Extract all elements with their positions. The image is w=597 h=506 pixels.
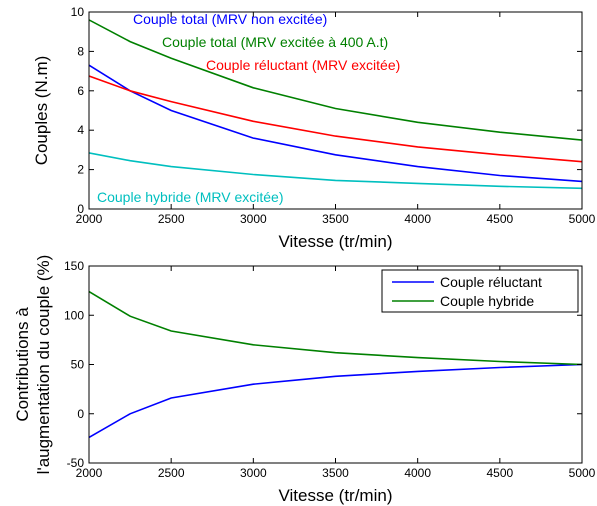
x-tick-label: 4000 xyxy=(404,466,431,480)
x-tick-label: 2500 xyxy=(158,212,185,226)
y-tick-label: 4 xyxy=(77,123,84,137)
y-axis-label-2: Contributions à l'augmentation du couple … xyxy=(13,255,53,475)
y-axis-label-line: l'augmentation du couple (%) xyxy=(34,255,53,475)
legend-box xyxy=(381,269,579,313)
y-tick-label: 2 xyxy=(77,163,84,177)
x-tick-label: 2000 xyxy=(76,212,103,226)
y-tick-label: 0 xyxy=(77,407,84,421)
x-tick-label: 3000 xyxy=(240,212,267,226)
y-tick-label: 0 xyxy=(77,202,84,216)
y-axis-label-line: Contributions à xyxy=(13,307,32,422)
x-tick-label: 4500 xyxy=(486,466,513,480)
series-line-1-3 xyxy=(89,75,582,163)
x-tick-label: 2500 xyxy=(158,466,185,480)
y-tick-label: 100 xyxy=(64,308,84,322)
series-label-2: Couple total (MRV excitée à 400 A.t) xyxy=(162,34,388,50)
x-tick-label: 3500 xyxy=(322,466,349,480)
x-tick-label: 4000 xyxy=(404,212,431,226)
x-tick-label: 5000 xyxy=(569,212,596,226)
x-tick-label: 3000 xyxy=(240,466,267,480)
series-line-2-1 xyxy=(89,363,582,439)
y-tick-label: -50 xyxy=(67,456,85,470)
y-axis-label-1: Couples (N.m) xyxy=(32,56,51,166)
y-tick-label: 6 xyxy=(77,84,84,98)
x-tick-label: 2000 xyxy=(76,466,103,480)
x-tick-label: 5000 xyxy=(569,466,596,480)
series-label-3: Couple réluctant (MRV excitée) xyxy=(206,57,400,73)
y-tick-label: 150 xyxy=(64,259,84,273)
x-axis-label-1: Vitesse (tr/min) xyxy=(279,232,393,251)
legend-label-2: Couple hybride xyxy=(440,293,534,309)
y-tick-label: 8 xyxy=(77,44,84,58)
x-axis-label-2: Vitesse (tr/min) xyxy=(279,486,393,505)
series-line-2-2 xyxy=(89,290,582,366)
series-line-1-4 xyxy=(89,152,582,190)
y-tick-label: 10 xyxy=(71,5,85,19)
x-tick-label: 3500 xyxy=(322,212,349,226)
series-line-1-1 xyxy=(89,64,582,183)
x-tick-label: 4500 xyxy=(486,212,513,226)
y-tick-label: 50 xyxy=(71,358,85,372)
series-line-1-2 xyxy=(89,19,582,141)
series-label-1: Couple total (MRV non excitée) xyxy=(133,11,327,27)
series-label-4: Couple hybride (MRV excitée) xyxy=(97,189,284,205)
legend-label-1: Couple réluctant xyxy=(440,274,542,290)
